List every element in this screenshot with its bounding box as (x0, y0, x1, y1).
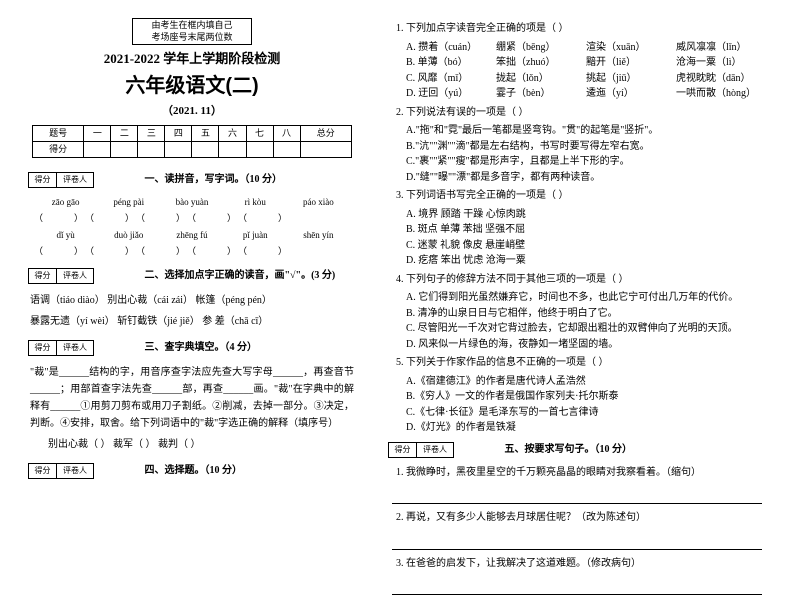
q1-d: D. 迂回（yú）霎子（bèn） 逶迤（yí）一哄而散（hòng） (406, 86, 766, 102)
mini-grader-label: 评卷人 (57, 341, 93, 355)
py: rì kòu (224, 196, 287, 210)
col-4: 四 (165, 126, 192, 142)
mini-score-label: 得分 (29, 464, 57, 478)
blank-row-2: （ ） （ ） （ ） （ ） （ ） (34, 245, 350, 259)
py: páo xiào (287, 196, 350, 210)
sub-title: 六年级语文(二) (28, 71, 356, 101)
col-7: 七 (246, 126, 273, 142)
col-6: 六 (219, 126, 246, 142)
main-title: 2021-2022 学年上学期阶段检测 (28, 49, 356, 69)
mini-score-2: 得分 评卷人 (28, 268, 94, 284)
mini-score-label: 得分 (389, 443, 417, 457)
q3-stem: 3. 下列词语书写完全正确的一项是（ ） (396, 188, 766, 204)
mini-score-5: 得分 评卷人 (388, 442, 454, 458)
mini-score-label: 得分 (29, 269, 57, 283)
py: shēn yín (287, 229, 350, 243)
row-label: 得分 (33, 142, 84, 158)
q4-stem: 4. 下列句子的修辞方法不同于其他三项的一项是（ ） (396, 272, 766, 288)
section-1-title: 一、读拼音，写字词。（10 分） (145, 174, 283, 185)
q2-stem: 2. 下列说法有误的一项是（ ） (396, 105, 766, 121)
col-2: 二 (111, 126, 138, 142)
blank-row-1: （ ） （ ） （ ） （ ） （ ） (34, 212, 350, 226)
section-2-title: 二、选择加点字正确的读音，画"√"。(3 分) (145, 270, 336, 281)
score-table: 题号 一 二 三 四 五 六 七 八 总分 得分 (32, 125, 352, 158)
q3-b: B. 斑点 单薄 苯拙 坚强不屈 (406, 222, 766, 238)
q2-c: C."裹""紧""瘦"都是形声字，且都是上半下形的字。 (406, 154, 766, 170)
py: dǐ yù (34, 229, 97, 243)
q4-a: A. 它们得到阳光虽然嫌弃它，时间也不多，也此它宁可付出几万年的代价。 (406, 290, 766, 306)
py: bào yuàn (160, 196, 223, 210)
header-box-line2: 考场座号末尾两位数 (135, 32, 249, 44)
col-3: 三 (138, 126, 165, 142)
reading-line-1: 语调（tiáo diào） 别出心裁（cái zái） 帐篷（péng pén） (30, 292, 354, 309)
q1-c: C. 风靡（mǐ）拢起（lǒn） 挑起（jiū）虎视眈眈（dān） (406, 71, 766, 87)
date-line: （2021. 11） (28, 103, 356, 120)
q2-a: A."拖"和"霓"最后一笔都是竖弯钩。"贯"的起笔是"竖折"。 (406, 123, 766, 139)
py: péng pài (97, 196, 160, 210)
q5-d: D.《灯光》的作者是铁凝 (406, 420, 766, 436)
mini-score-label: 得分 (29, 341, 57, 355)
q4-d: D. 风来似一片绿色的海，夜静如一堵坚固的墙。 (406, 337, 766, 353)
score-header-row: 题号 一 二 三 四 五 六 七 八 总分 (33, 126, 352, 142)
mini-score-label: 得分 (29, 173, 57, 187)
reading-line-2: 暴露无遗（yí wèi） 斩钉截铁（jié jiě） 参 差（chā cī） (30, 313, 354, 330)
q5-stem: 5. 下列关于作家作品的信息不正确的一项是（ ） (396, 355, 766, 371)
q1-a: A. 攒着（cuán）绷紧（bēng） 渲染（xuān）威风凛凛（lǐn） (406, 40, 766, 56)
header-box-line1: 由考生在框内填自己 (135, 20, 249, 32)
mini-grader-label: 评卷人 (417, 443, 453, 457)
col-total: 总分 (300, 126, 351, 142)
q2-b: B."沆""渊""滴"都是左右结构，书写时要写得左窄右宽。 (406, 139, 766, 155)
col-num: 题号 (33, 126, 84, 142)
dict-fill: 别出心裁（ ） 裁军（ ） 裁判（ ） (48, 436, 354, 453)
mini-grader-label: 评卷人 (57, 269, 93, 283)
mini-grader-label: 评卷人 (57, 464, 93, 478)
mini-score-3: 得分 评卷人 (28, 340, 94, 356)
dict-paragraph: "裁"是______结构的字，用音序查字法应先查大写字母______，再查音节_… (30, 364, 354, 432)
answer-line-3 (392, 581, 762, 595)
section-4-title: 四、选择题。（10 分） (145, 465, 243, 476)
q3-a: A. 境界 顾踏 干躁 心惊肉跳 (406, 207, 766, 223)
py: duò jiǎo (97, 229, 160, 243)
col-1: 一 (84, 126, 111, 142)
section-5-title: 五、按要求写句子。（10 分） (505, 444, 633, 455)
q3-c: C. 迷蒙 礼貌 像皮 悬崖峭壁 (406, 238, 766, 254)
answer-line-2 (392, 536, 762, 550)
py: pǐ juàn (224, 229, 287, 243)
q2-d: D."缝""曝""漂"都是多音字，都有两种读音。 (406, 170, 766, 186)
q1-b: B. 单薄（bó）笨拙（zhuó） 黯开（liě）沧海一粟（lì） (406, 55, 766, 71)
mini-grader-label: 评卷人 (57, 173, 93, 187)
q5-a: A.《宿建德江》的作者是唐代诗人孟浩然 (406, 374, 766, 390)
q4-b: B. 清净的山泉日日与它相伴，他终于明白了它。 (406, 306, 766, 322)
sent-2: 2. 再说，又有多少人能够去月球居住呢？（改为陈述句） (396, 510, 766, 526)
q4-c: C. 尽管阳光一千次对它背过脸去，它却跟出粗壮的双臂伸向了光明的天顶。 (406, 321, 766, 337)
sent-1: 1. 我微睁时，黑夜里星空的千万颗亮晶晶的眼睛对我察看着。（缩句） (396, 465, 766, 481)
q5-c: C.《七律·长征》是毛泽东写的一首七言律诗 (406, 405, 766, 421)
mini-score-4: 得分 评卷人 (28, 463, 94, 479)
mini-score-1: 得分 评卷人 (28, 172, 94, 188)
q3-d: D. 疙瘩 笨出 忧虑 沧海一粟 (406, 253, 766, 269)
py: zāo gāo (34, 196, 97, 210)
py: zhēng fú (160, 229, 223, 243)
q5-b: B.《穷人》一文的作者是俄国作家列夫·托尔斯泰 (406, 389, 766, 405)
answer-line-1 (392, 490, 762, 504)
pinyin-row-1: zāo gāo péng pài bào yuàn rì kòu páo xià… (34, 196, 350, 210)
section-3-title: 三、查字典填空。（4 分） (145, 342, 258, 353)
right-column: 1. 下列加点字读音完全正确的项是（ ） A. 攒着（cuán）绷紧（bēng）… (372, 18, 774, 549)
left-column: 由考生在框内填自己 考场座号末尾两位数 2021-2022 学年上学期阶段检测 … (20, 18, 372, 549)
q1-stem: 1. 下列加点字读音完全正确的项是（ ） (396, 21, 766, 37)
sent-3: 3. 在爸爸的启发下，让我解决了这道难题。（修改病句） (396, 556, 766, 572)
col-5: 五 (192, 126, 219, 142)
col-8: 八 (273, 126, 300, 142)
pinyin-row-2: dǐ yù duò jiǎo zhēng fú pǐ juàn shēn yín (34, 229, 350, 243)
score-value-row: 得分 (33, 142, 352, 158)
header-box: 由考生在框内填自己 考场座号末尾两位数 (132, 18, 252, 45)
